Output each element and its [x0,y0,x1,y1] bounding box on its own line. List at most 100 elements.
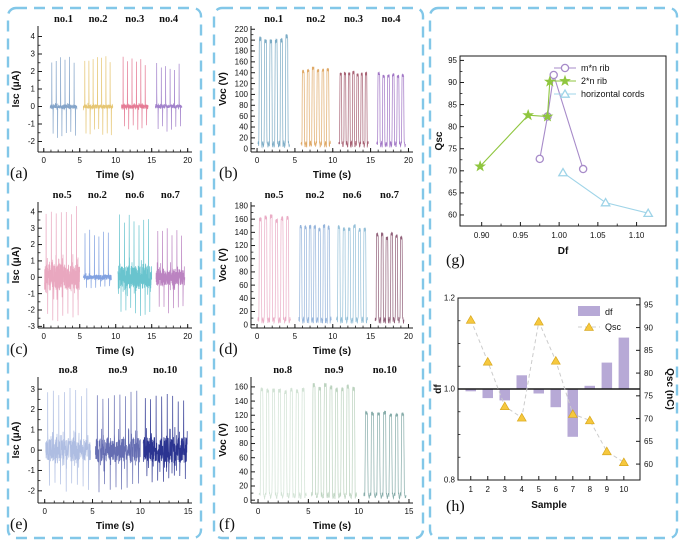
series-no.9: no.9 [95,365,141,493]
panel-h-plot: 0.8 1.0 1.2 60 65 70 75 80 85 90 95 1 2 3 4 5 6 7 8 9 10 Samp… [433,294,674,511]
svg-text:0: 0 [31,273,36,282]
svg-text:1.2: 1.2 [444,294,456,303]
svg-text:-2: -2 [28,487,36,496]
svg-text:15: 15 [147,332,156,341]
svg-text:0: 0 [255,156,260,165]
waveform-no.2 [300,66,331,148]
bar-sample-5 [533,389,544,394]
svg-text:140: 140 [235,397,249,406]
waveform-no.6 [117,214,153,316]
panel-f: 0 20 40 60 80 100 120 140 160 0 5 10 15 Time (s) Voc (… [217,361,421,536]
svg-text:140: 140 [235,68,249,77]
svg-text:160: 160 [235,215,249,224]
qsc-marker-sample-8 [584,415,595,425]
waveform-no.4 [154,62,183,132]
panel-h-letter: (h) [446,498,465,515]
svg-text:100: 100 [235,90,249,99]
svg-text:1.0: 1.0 [444,385,456,394]
panel-g-letter: (g) [446,252,465,269]
waveform-no.7 [374,231,405,324]
svg-text:0.95: 0.95 [513,231,529,240]
svg-text:0: 0 [256,507,261,516]
svg-text:9: 9 [605,485,610,494]
series-no.3: no.3 [338,14,369,149]
series-no.2: no.2 [82,14,114,136]
svg-text:Time (s): Time (s) [313,170,351,181]
waveform-no.6 [336,223,368,324]
svg-text:10: 10 [328,156,337,165]
svg-text:40: 40 [239,468,248,477]
svg-text:no.8: no.8 [273,365,292,376]
svg-text:Time (s): Time (s) [96,346,134,357]
bar-sample-10 [618,337,630,389]
series-no.8: no.8 [258,365,307,500]
qsc-marker-sample-2 [482,356,493,366]
svg-text:15: 15 [147,156,156,165]
svg-text:no.5: no.5 [265,190,284,201]
series-no.2: no.2 [298,190,332,325]
svg-text:40: 40 [239,123,248,132]
bar-sample-9 [601,362,613,389]
qsc-marker-sample-5 [533,316,544,326]
waveform-no.2 [298,223,332,325]
svg-text:200: 200 [235,36,249,45]
waveform-no.9 [311,382,358,500]
svg-text:180: 180 [235,47,249,56]
svg-text:no.1: no.1 [54,14,73,25]
panel-c-plot: -3 -2 -1 0 1 2 3 4 0 5 10 15 20 Time (s) Isc (μA) no.5 n… [11,190,193,357]
panel-h: 0.8 1.0 1.2 60 65 70 75 80 85 90 95 1 2 3 4 5 6 7 8 9 10 Samp… [432,286,674,526]
svg-text:95: 95 [448,56,457,65]
series-no.6: no.6 [117,190,153,316]
svg-text:60: 60 [448,211,457,220]
series-no.2: no.2 [300,14,331,148]
svg-text:4: 4 [31,32,36,41]
svg-text:horizontal cords: horizontal cords [581,89,645,99]
bar-sample-8 [584,385,595,389]
svg-text:15: 15 [184,507,193,516]
waveform-no.1 [257,33,290,149]
bar-sample-6 [550,389,561,408]
waveform-no.4 [376,71,406,148]
waveform-no.5 [257,213,291,325]
svg-text:m*n rib: m*n rib [581,63,610,73]
svg-text:no.9: no.9 [325,365,344,376]
svg-text:2: 2 [486,485,491,494]
svg-text:no.4: no.4 [382,14,402,25]
svg-text:85: 85 [448,100,457,109]
waveform-no.3 [338,70,369,149]
panel-f-plot: 0 20 40 60 80 100 120 140 160 0 5 10 15 Time (s) Voc (… [218,365,414,532]
waveform-no.8 [258,387,307,500]
svg-text:100: 100 [235,425,249,434]
svg-text:2: 2 [31,67,36,76]
svg-text:60: 60 [239,453,248,462]
svg-text:3: 3 [503,485,508,494]
svg-text:160: 160 [235,383,249,392]
svg-text:70: 70 [448,167,457,176]
panel-e: -2 -1 0 1 2 3 0 5 10 15 Time (s) Isc (μA) no.8 no.9 no… [10,361,198,536]
svg-text:140: 140 [235,228,249,237]
panel-e-plot: -2 -1 0 1 2 3 0 5 10 15 Time (s) Isc (μA) no.8 no.9 no… [11,365,193,532]
svg-text:15: 15 [405,507,414,516]
svg-text:120: 120 [235,411,249,420]
svg-text:3: 3 [31,50,36,59]
qsc-marker-sample-4 [516,412,527,422]
svg-text:5: 5 [293,332,298,341]
svg-text:65: 65 [644,437,653,446]
svg-text:no.6: no.6 [125,190,144,201]
svg-text:15: 15 [366,332,375,341]
series-no.1: no.1 [49,14,78,138]
series-no.10: no.10 [363,365,407,500]
svg-text:-2: -2 [28,306,36,315]
panel-g: 60 65 70 75 80 85 90 95 0.90 0.95 1.00 1.05 1.10 Df Qs… [432,24,674,276]
svg-text:100: 100 [235,254,249,263]
frame-middle-column [212,6,425,540]
waveform-no.8 [45,387,91,492]
svg-text:1: 1 [31,426,36,435]
svg-text:no.1: no.1 [264,14,283,25]
series-no.9: no.9 [311,365,358,500]
svg-text:4: 4 [520,485,525,494]
svg-text:df: df [433,384,444,394]
svg-text:Qsc (nC): Qsc (nC) [664,368,674,410]
